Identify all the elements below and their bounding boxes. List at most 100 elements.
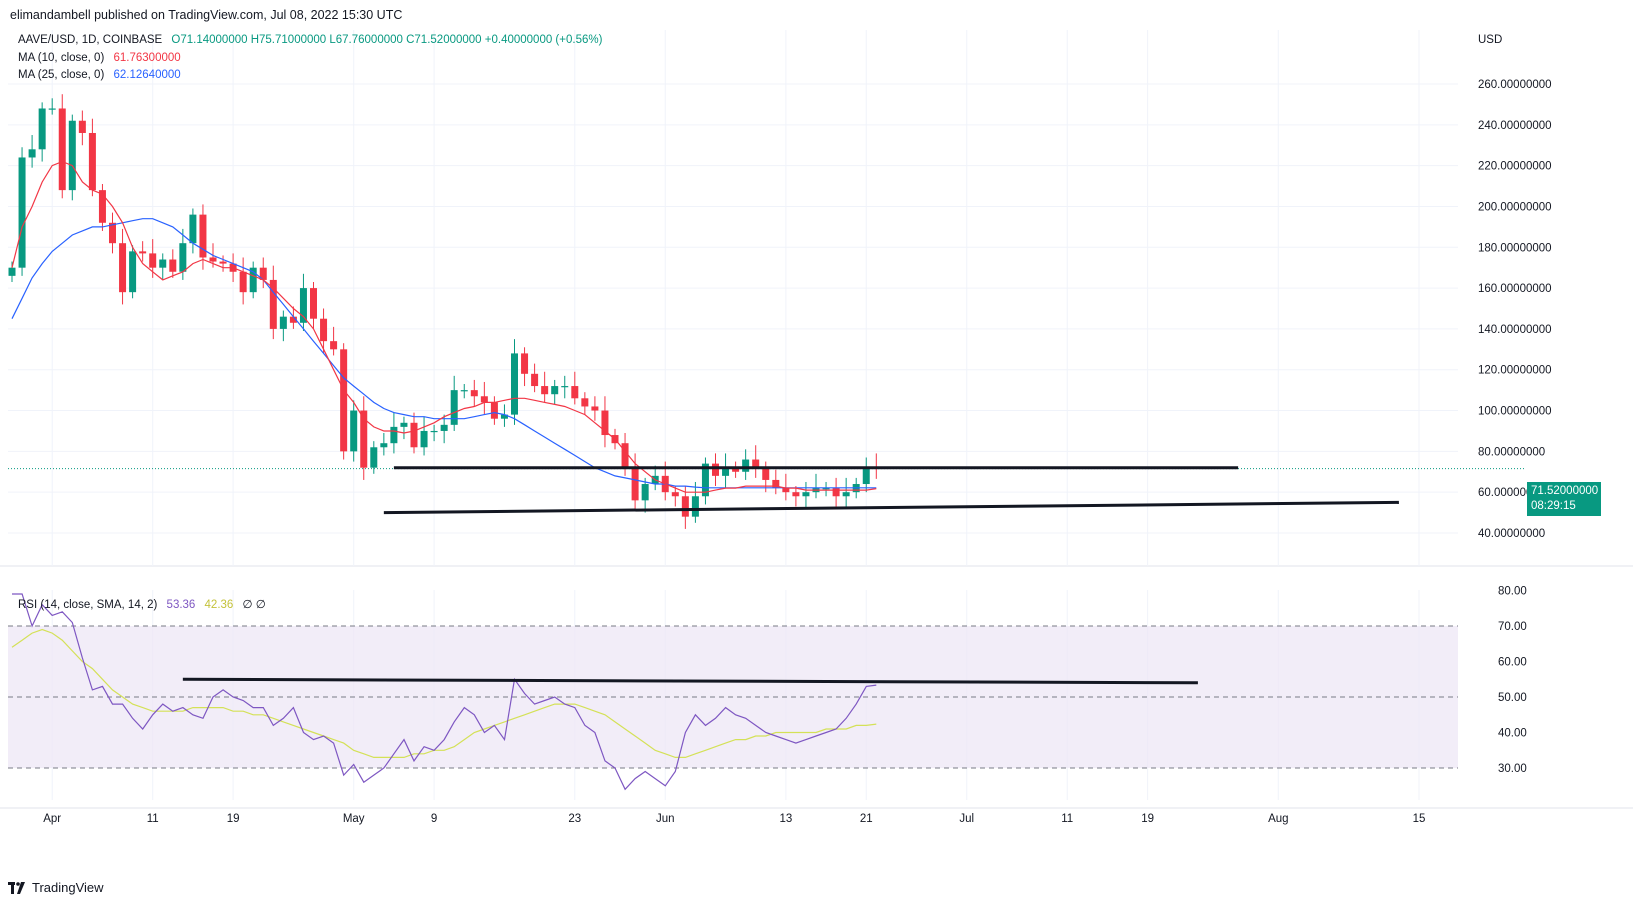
rsi-y-tick-label: 70.00 (1498, 621, 1527, 633)
bar-countdown: 08:29:15 (1531, 500, 1576, 512)
x-tick-label: Jun (656, 813, 675, 825)
candle-body (239, 271, 247, 293)
candle-body (591, 406, 599, 411)
candle-body (571, 386, 579, 399)
candle-body (460, 390, 468, 392)
candle-body (8, 267, 16, 276)
candle-body (712, 463, 719, 476)
candle-body (390, 426, 398, 444)
candle-body (631, 467, 639, 501)
candle-body (832, 488, 840, 497)
candle-body (450, 390, 458, 425)
support-line (383, 500, 1399, 515)
y-tick-label: 240.00000000 (1478, 120, 1552, 132)
candle-body (470, 390, 478, 397)
candle-body (822, 488, 830, 490)
ma10-legend: MA (10, close, 0) 61.76300000 (18, 52, 181, 64)
currency-label: USD (1478, 34, 1502, 46)
candle-body (551, 386, 559, 395)
y-tick-label: 140.00000000 (1478, 324, 1552, 336)
candle-body (842, 492, 850, 497)
x-tick-label: Jul (959, 813, 974, 825)
candle-body (149, 253, 157, 268)
ma25-value: 62.12640000 (113, 69, 181, 81)
brand-label: TradingView (32, 880, 104, 895)
last-price-tag: 71.52000000 08:29:15 (1527, 482, 1601, 516)
x-tick-label: 23 (568, 813, 581, 825)
candle-body (259, 267, 267, 280)
candle-body (219, 261, 227, 264)
candle-body (88, 132, 96, 191)
x-tick-label: 13 (779, 813, 792, 825)
candle-body (742, 459, 750, 472)
candle-body (561, 386, 569, 388)
candle-body (722, 467, 730, 476)
x-tick-label: 11 (147, 813, 159, 825)
candle-body (691, 496, 699, 517)
candle-body (179, 243, 187, 272)
candle-body (500, 414, 508, 419)
rsi-y-tick-label: 40.00 (1498, 728, 1527, 740)
candle-body (541, 386, 549, 395)
rsi-y-tick-label: 60.00 (1498, 657, 1527, 669)
candle-body (802, 492, 810, 497)
rsi-trend-line (182, 677, 1198, 685)
candle-body (490, 402, 498, 419)
y-tick-label: 80.00000000 (1478, 446, 1545, 458)
candle-body (762, 467, 770, 480)
x-tick-label: Aug (1268, 813, 1288, 825)
x-tick-label: May (343, 813, 365, 825)
x-tick-label: 15 (1413, 813, 1426, 825)
footer-brand[interactable]: TradingView (8, 880, 104, 895)
candle-body (430, 430, 438, 433)
ma10-line (11, 160, 877, 493)
symbol-label: AAVE/USD, 1D, COINBASE (18, 34, 163, 46)
candle-body (109, 222, 116, 244)
candle-body (511, 353, 518, 415)
candle-body (340, 349, 348, 452)
attribution: elimandambell published on TradingView.c… (10, 8, 403, 22)
candle-body (732, 467, 740, 472)
x-tick-label: Apr (43, 813, 61, 825)
y-tick-label: 260.00000000 (1478, 79, 1552, 91)
ohlc-values: O71.14000000 H75.71000000 L67.76000000 C… (171, 34, 603, 46)
y-tick-label: 200.00000000 (1478, 201, 1552, 213)
candle-body (350, 410, 358, 452)
candle-body (581, 398, 589, 407)
candle-body (209, 257, 217, 262)
x-tick-label: 11 (1061, 813, 1073, 825)
candle-body (78, 120, 86, 133)
candle-body (440, 424, 448, 431)
candle-body (521, 353, 529, 374)
candle-body (370, 447, 378, 468)
candle-body (159, 259, 167, 268)
candle-body (28, 149, 36, 158)
rsi-line (12, 593, 877, 791)
rsi-sma-value: 42.36 (204, 599, 234, 611)
candle-body (621, 443, 629, 468)
candle-body (18, 157, 26, 268)
candle-body (38, 108, 46, 150)
candle-body (681, 496, 689, 517)
x-tick-label: 19 (1141, 813, 1154, 825)
candle-body (48, 108, 56, 110)
candle-body (139, 251, 147, 254)
candle-body (752, 459, 760, 468)
candle-body (400, 422, 408, 427)
candle-body (249, 267, 257, 293)
candle-body (862, 467, 870, 485)
candle-body (310, 288, 317, 319)
candle-body (772, 479, 780, 489)
candle-body (98, 190, 106, 223)
candle-body (792, 492, 800, 497)
rsi-legend: RSI (14, close, SMA, 14, 2) 53.36 42.36 … (18, 597, 266, 611)
y-tick-label: 180.00000000 (1478, 242, 1552, 254)
ma25-line (11, 218, 877, 489)
y-tick-label: 160.00000000 (1478, 283, 1552, 295)
candle-body (269, 279, 277, 329)
ma25-legend: MA (25, close, 0) 62.12640000 (18, 69, 181, 81)
x-tick-label: 21 (860, 813, 873, 825)
rsi-y-tick-label: 80.00 (1498, 586, 1527, 598)
candle-body (119, 243, 127, 293)
